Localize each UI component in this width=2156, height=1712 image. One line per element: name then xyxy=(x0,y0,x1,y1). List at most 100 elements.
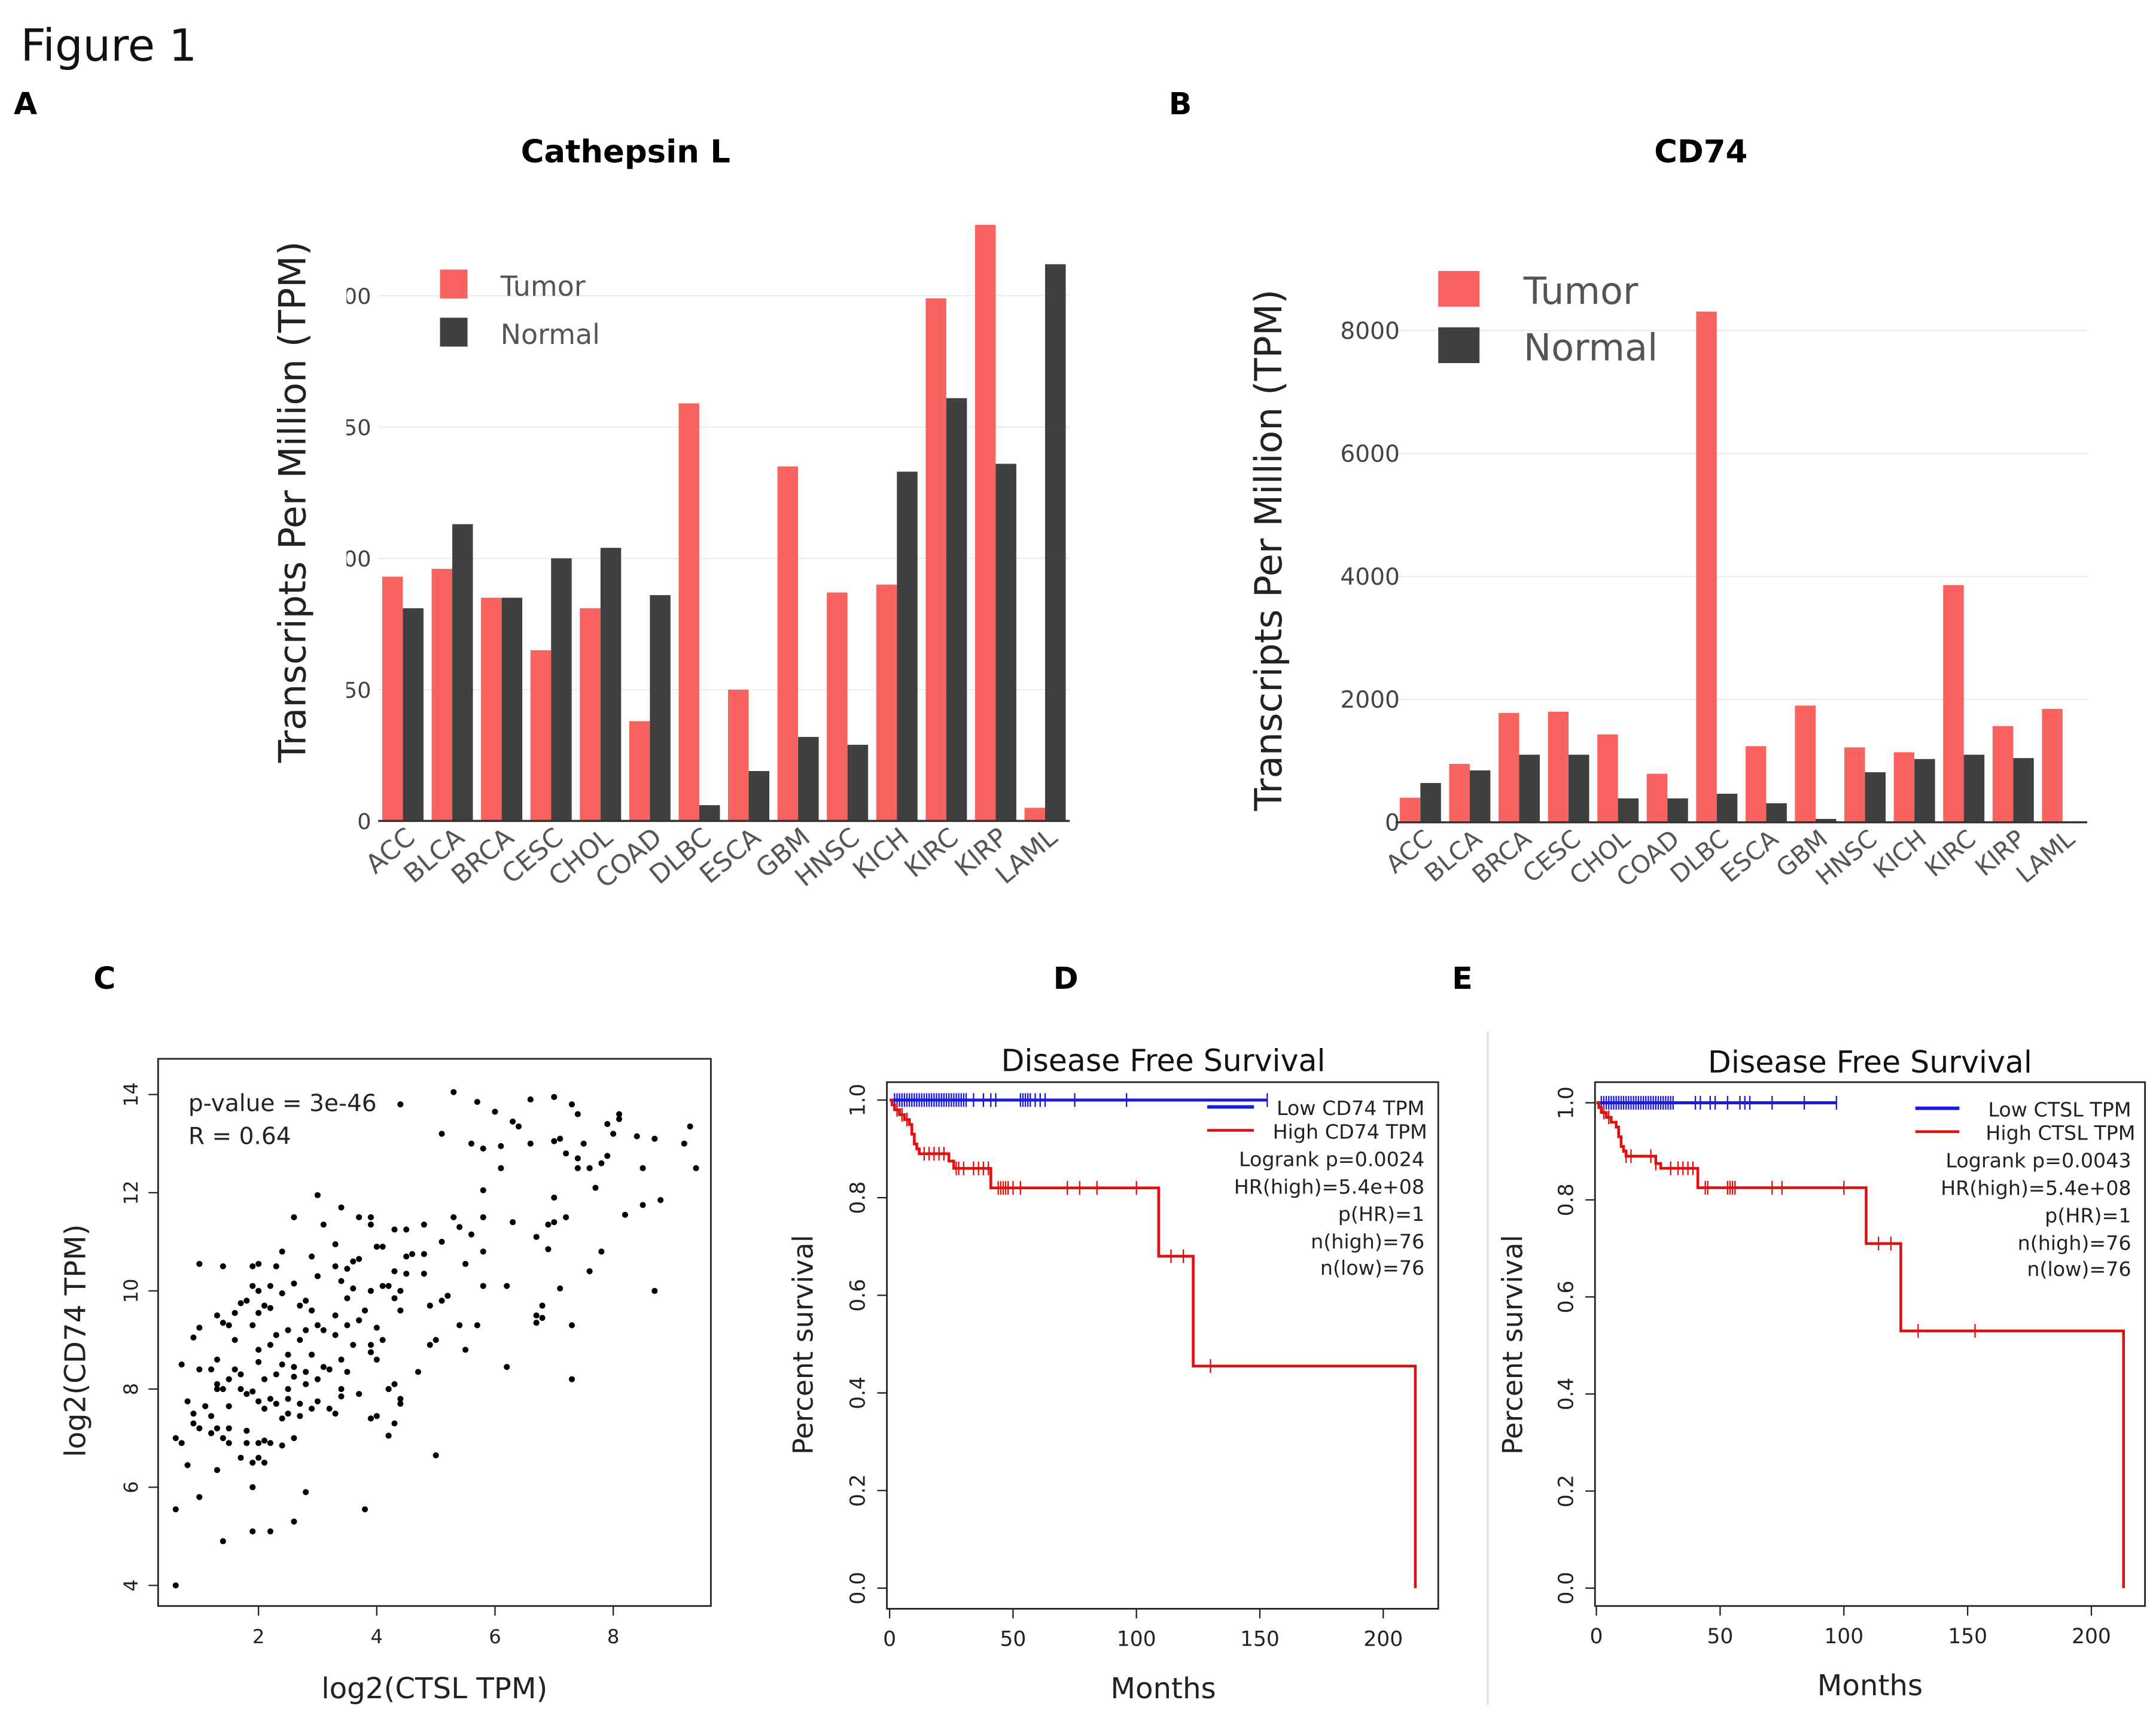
scatter-point xyxy=(249,1388,256,1395)
y-tick-label: 0.2 xyxy=(846,1474,870,1507)
bar-normal-brca xyxy=(1519,754,1540,823)
scatter-point xyxy=(332,1241,339,1248)
y-tick-label: 1.0 xyxy=(846,1084,870,1117)
scatter-point xyxy=(220,1435,226,1442)
scatter-point xyxy=(285,1396,291,1402)
scatter-point xyxy=(243,1391,250,1397)
scatter-point xyxy=(640,1202,646,1208)
x-tick-label: KIRC xyxy=(1919,824,1981,883)
bar-normal-blca xyxy=(1469,770,1491,823)
scatter-point xyxy=(373,1356,380,1363)
scatter-point xyxy=(480,1214,486,1220)
legend-stat: n(high)=76 xyxy=(1311,1230,1424,1253)
scatter-point xyxy=(610,1131,617,1137)
scatter-point xyxy=(249,1263,256,1270)
panel-letter-b: B xyxy=(1169,86,1192,121)
scatter-point xyxy=(557,1135,564,1142)
legend-stat: n(high)=76 xyxy=(2018,1232,2131,1255)
scatter-point xyxy=(379,1244,386,1250)
scatter-point xyxy=(332,1312,339,1319)
legend-label-tumor: Tumor xyxy=(500,270,586,302)
scatter-point xyxy=(438,1297,445,1304)
scatter-point xyxy=(214,1467,220,1473)
scatter-point xyxy=(326,1366,333,1373)
scatter-point xyxy=(480,1283,486,1289)
scatter-point xyxy=(551,1093,558,1100)
panel-a-legend: Tumor Normal xyxy=(440,269,600,351)
bar-normal-gbm xyxy=(1815,819,1837,823)
panel-letter-c: C xyxy=(93,961,115,996)
panel-e-ylabel: Percent survival xyxy=(1496,1235,1528,1455)
scatter-point xyxy=(338,1204,345,1211)
scatter-point xyxy=(208,1430,215,1437)
scatter-point xyxy=(468,1140,474,1147)
scatter-point xyxy=(267,1528,273,1535)
bar-tumor-coad xyxy=(1646,773,1668,823)
legend-label-high: High CTSL TPM xyxy=(1986,1122,2135,1145)
bar-normal-hnsc xyxy=(1865,772,1886,823)
scatter-point xyxy=(237,1454,244,1461)
p-value-annotation: p-value = 3e-46 xyxy=(188,1090,377,1117)
scatter-point xyxy=(249,1484,256,1491)
scatter-point xyxy=(391,1295,398,1302)
panel-letter-d: D xyxy=(1053,961,1079,996)
scatter-point xyxy=(504,1364,510,1370)
scatter-point xyxy=(545,1221,552,1228)
panel-b-ylabel: Transcripts Per Million (TPM) xyxy=(1247,290,1290,812)
legend-stat: Logrank p=0.0043 xyxy=(1945,1149,2131,1172)
scatter-point xyxy=(226,1322,232,1329)
scatter-point xyxy=(568,1376,575,1382)
scatter-point xyxy=(297,1337,303,1344)
bar-tumor-acc xyxy=(382,577,403,821)
scatter-point xyxy=(214,1425,220,1431)
scatter-point xyxy=(291,1364,297,1370)
scatter-point xyxy=(249,1528,256,1535)
scatter-point xyxy=(361,1506,369,1513)
scatter-point xyxy=(279,1442,285,1449)
scatter-point xyxy=(373,1244,380,1250)
scatter-point xyxy=(391,1268,398,1275)
scatter-point xyxy=(379,1283,386,1289)
y-tick-label: 50 xyxy=(343,678,371,703)
scatter-point xyxy=(255,1260,262,1267)
bar-tumor-dlbc xyxy=(1696,311,1717,823)
scatter-point xyxy=(279,1290,285,1297)
panel-b-bar-chart: CD74 Transcripts Per Million (TPM) 02000… xyxy=(1247,133,2088,892)
legend-swatch-normal xyxy=(1438,327,1480,363)
scatter-point xyxy=(568,1322,575,1329)
scatter-point xyxy=(568,1101,575,1108)
scatter-point xyxy=(344,1266,351,1272)
bar-tumor-coad xyxy=(629,721,650,821)
scatter-point xyxy=(261,1405,268,1412)
scatter-point xyxy=(504,1283,510,1289)
scatter-point xyxy=(350,1342,357,1348)
bar-normal-kirp xyxy=(995,464,1016,821)
bar-normal-chol xyxy=(1618,798,1639,823)
scatter-point xyxy=(190,1334,197,1341)
scatter-point xyxy=(178,1440,185,1446)
legend-label-low: Low CTSL TPM xyxy=(1988,1098,2131,1122)
scatter-point xyxy=(172,1435,179,1442)
scatter-point xyxy=(255,1358,262,1366)
bar-normal-cesc xyxy=(551,558,572,821)
scatter-point xyxy=(291,1435,297,1442)
x-tick-label: KICH xyxy=(1868,824,1932,885)
legend-stat: HR(high)=5.4e+08 xyxy=(1941,1177,2131,1200)
scatter-point xyxy=(273,1263,279,1270)
panel-letter-a: A xyxy=(14,86,37,121)
scatter-point xyxy=(367,1214,374,1220)
y-tick-label: 0.0 xyxy=(1554,1572,1578,1605)
y-tick-label: 6 xyxy=(120,1481,142,1493)
scatter-point xyxy=(480,1248,486,1255)
scatter-point xyxy=(616,1116,623,1122)
bar-normal-dlbc xyxy=(699,805,720,821)
scatter-point xyxy=(403,1271,410,1277)
bar-tumor-gbm xyxy=(777,466,799,821)
bar-normal-esca xyxy=(748,770,769,821)
scatter-point xyxy=(220,1538,226,1545)
scatter-point xyxy=(592,1184,599,1191)
panel-d-ylabel: Percent survival xyxy=(787,1235,819,1455)
scatter-point xyxy=(373,1324,380,1331)
x-tick-label: 0 xyxy=(1590,1625,1603,1649)
